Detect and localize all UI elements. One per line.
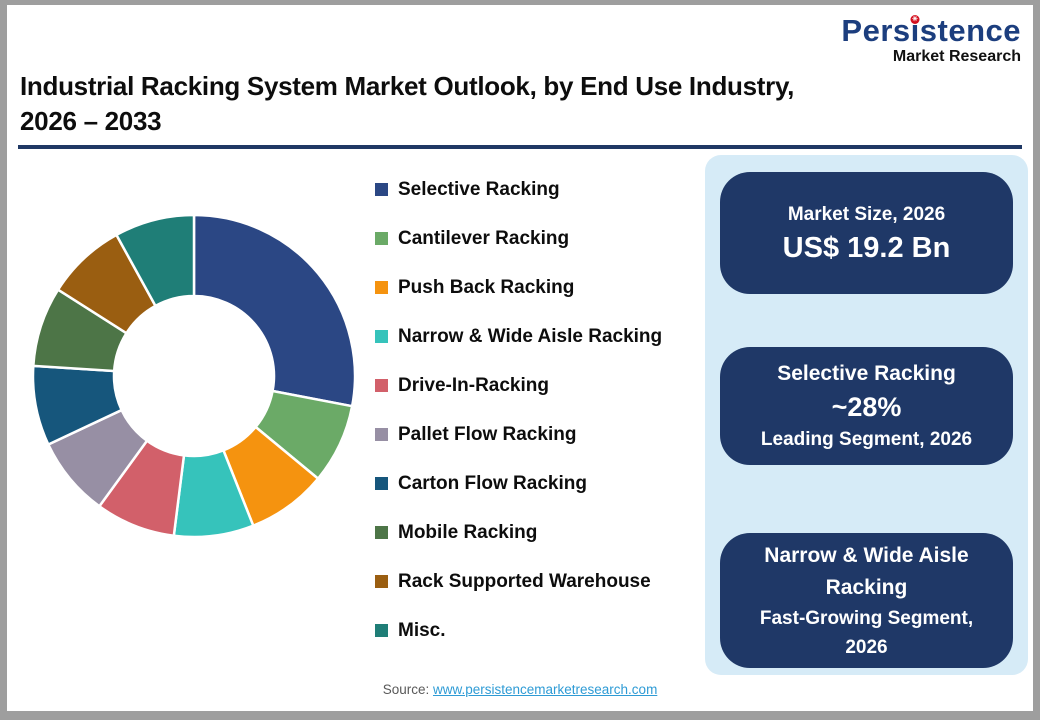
legend-swatch-icon [375, 183, 388, 196]
legend-label: Carton Flow Racking [398, 472, 587, 494]
leading-segment-share: ~28% [831, 392, 902, 422]
legend-label: Narrow & Wide Aisle Racking [398, 325, 663, 347]
legend-item: Pallet Flow Racking [375, 410, 662, 459]
page-title: Industrial Racking System Market Outlook… [20, 69, 794, 139]
legend-label: Pallet Flow Racking [398, 423, 577, 445]
legend-swatch-icon [375, 575, 388, 588]
fast-growing-segment-card: Narrow & Wide Aisle Racking Fast-Growing… [720, 533, 1013, 668]
source-line: Source: www.persistencemarketresearch.co… [7, 682, 1033, 697]
legend-item: Selective Racking [375, 165, 662, 214]
legend-swatch-icon [375, 330, 388, 343]
legend-item: Drive-In-Racking [375, 361, 662, 410]
market-size-label: Market Size, 2026 [787, 204, 946, 225]
legend-label: Misc. [398, 619, 446, 641]
legend-swatch-icon [375, 526, 388, 539]
legend-label: Push Back Racking [398, 276, 575, 298]
highlights-panel: Market Size, 2026 US$ 19.2 Bn Selective … [705, 155, 1028, 675]
legend-item: Narrow & Wide Aisle Racking [375, 312, 662, 361]
source-link[interactable]: www.persistencemarketresearch.com [432, 682, 658, 697]
legend-label: Mobile Racking [398, 521, 538, 543]
content-area: Persıstence Market Research Industrial R… [7, 5, 1033, 711]
donut-segment-0 [192, 213, 357, 408]
market-size-value: US$ 19.2 Bn [782, 232, 951, 264]
legend-item: Rack Supported Warehouse [375, 557, 662, 606]
market-size-card: Market Size, 2026 US$ 19.2 Bn [720, 172, 1013, 294]
fast-growing-segment-caption: Fast-Growing Segment, 2026 [759, 607, 974, 658]
donut-chart-svg [31, 213, 357, 539]
logo-red-dot-icon [910, 15, 920, 24]
legend-item: Misc. [375, 606, 662, 655]
page-title-line1: Industrial Racking System Market Outlook… [20, 71, 795, 101]
logo-subtitle: Market Research [892, 47, 1021, 65]
legend-label: Drive-In-Racking [398, 374, 549, 396]
legend-item: Cantilever Racking [375, 214, 662, 263]
legend-swatch-icon [375, 379, 388, 392]
logo: Persıstence Market Research [841, 14, 1021, 65]
legend-label: Cantilever Racking [398, 227, 570, 249]
legend-swatch-icon [375, 477, 388, 490]
legend-item: Mobile Racking [375, 508, 662, 557]
chart-legend: Selective Racking Cantilever Racking Push … [375, 165, 662, 655]
fast-growing-segment-name: Narrow & Wide Aisle Racking [764, 543, 969, 599]
legend-item: Carton Flow Racking [375, 459, 662, 508]
source-label: Source: [382, 682, 430, 697]
donut-segment-9 [115, 213, 196, 308]
page-title-line2: 2026 – 2033 [20, 106, 162, 136]
legend-swatch-icon [375, 428, 388, 441]
leading-segment-name: Selective Racking [777, 362, 956, 385]
leading-segment-card: Selective Racking ~28% Leading Segment, … [720, 347, 1013, 465]
leading-segment-caption: Leading Segment, 2026 [760, 429, 973, 450]
legend-swatch-icon [375, 624, 388, 637]
legend-label: Selective Racking [398, 178, 560, 200]
legend-item: Push Back Racking [375, 263, 662, 312]
legend-swatch-icon [375, 281, 388, 294]
legend-label: Rack Supported Warehouse [398, 570, 651, 592]
logo-brand-text: Persıstence [841, 14, 1021, 48]
title-underline [18, 145, 1022, 149]
legend-swatch-icon [375, 232, 388, 245]
